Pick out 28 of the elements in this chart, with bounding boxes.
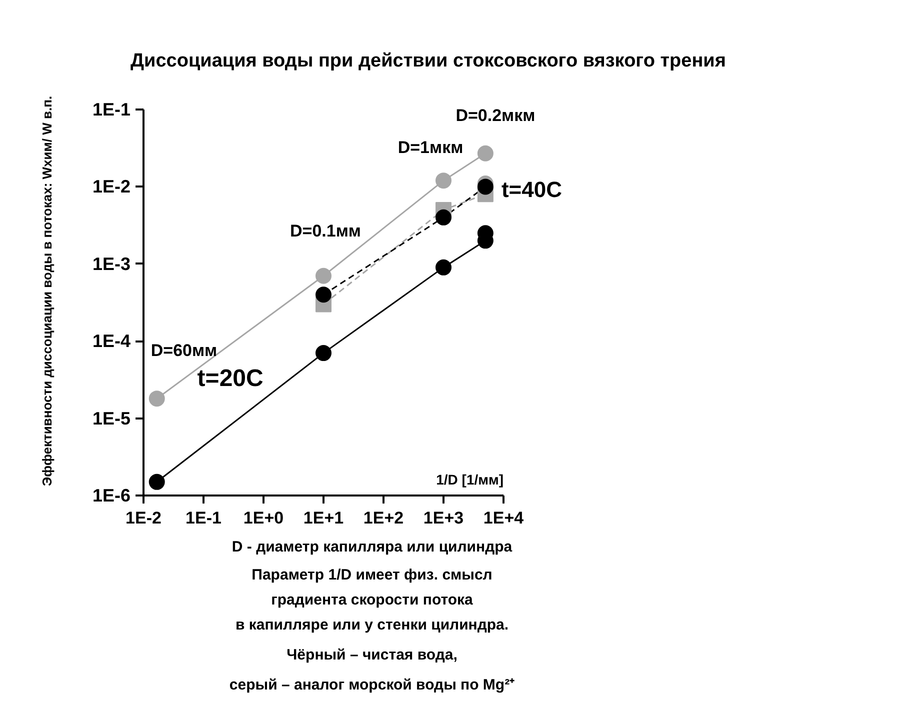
y-tick-label: 1E-4 — [92, 331, 131, 352]
text: в капилляре или у стенки цилиндра. — [235, 616, 509, 634]
text: D - диаметр капилляра или цилиндра — [232, 538, 513, 556]
x-tick-label: 1E+0 — [243, 508, 284, 528]
text: Параметр 1/D имеет физ. смысл — [252, 566, 492, 584]
text: Чёрный – чистая вода, — [286, 646, 458, 664]
annotation: D=0.2мкм — [456, 106, 536, 125]
annotation: t=40C — [501, 177, 562, 202]
x-tick-label: 1E+2 — [363, 508, 404, 528]
x-tick-label: 1E-1 — [186, 508, 222, 528]
x-tick-label: 1E+1 — [303, 508, 344, 528]
x-axis-title: 1/D [1/мм] — [436, 472, 504, 488]
y-tick-label: 1E-1 — [92, 100, 131, 120]
x-tick-label: 1E+4 — [483, 508, 524, 528]
text: градиента скорости потока — [271, 592, 474, 608]
y-tick-label: 1E-2 — [92, 176, 131, 197]
y-tick-label: 1E-5 — [92, 408, 131, 428]
annotation: D=60мм — [150, 341, 218, 360]
y-tick-label: 1E-6 — [92, 486, 131, 506]
annotation: D=0.1мм — [290, 221, 362, 240]
y-tick-label: 1E-3 — [92, 254, 131, 274]
x-tick-label: 1E+3 — [423, 508, 464, 528]
chart-title: Диссоциация воды при действии стоксовского вязкого трения — [130, 50, 726, 72]
x-tick-label: 1E-2 — [126, 508, 162, 528]
annotation: D=1мкм — [398, 138, 464, 158]
annotation: t=20C — [197, 365, 264, 392]
text: серый – аналог морской воды по Mg²⁺ — [229, 676, 515, 694]
y-axis-title: Эффективности диссоциации воды в потоках: Wхим/ W в.п. — [40, 96, 54, 486]
